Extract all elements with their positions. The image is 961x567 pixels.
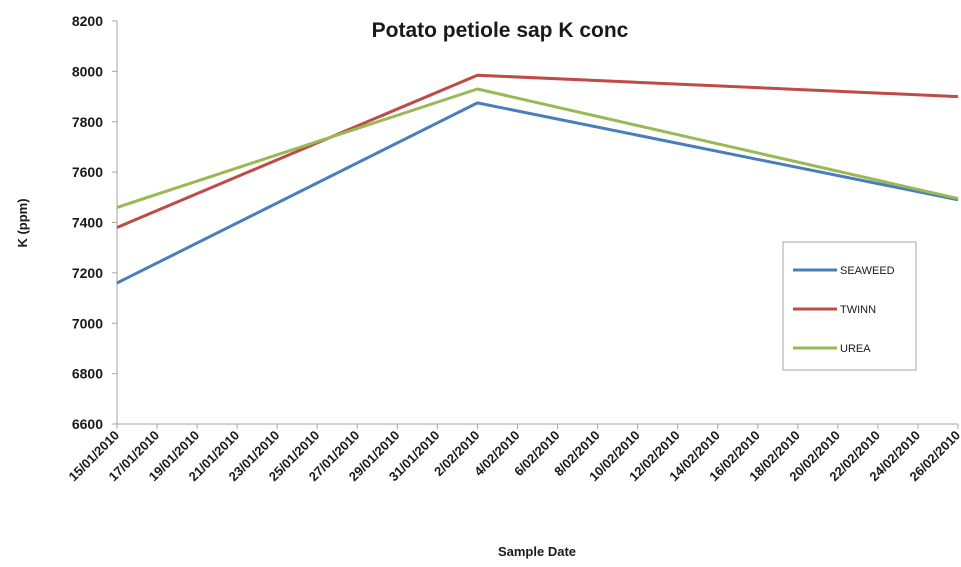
y-axis-title: K (ppm) [15, 198, 30, 247]
x-axis-ticks: 15/01/201017/01/201019/01/201021/01/2010… [65, 424, 961, 484]
series-line-seaweed [116, 101, 959, 285]
y-tick-label: 8200 [72, 13, 103, 29]
chart-title: Potato petiole sap K conc [372, 19, 629, 42]
y-tick-label: 7600 [72, 164, 103, 180]
legend-label-urea: UREA [840, 343, 871, 355]
y-tick-label: 6800 [72, 366, 103, 382]
legend: SEAWEED TWINN UREA [782, 241, 917, 371]
legend-label-seaweed: SEAWEED [840, 265, 895, 277]
y-tick-label: 6600 [72, 416, 103, 432]
legend-label-twinn: TWINN [840, 304, 876, 316]
x-axis-title: Sample Date [498, 544, 576, 559]
y-tick-label: 7200 [72, 265, 103, 281]
y-tick-label: 7800 [72, 114, 103, 130]
series-line-twinn [116, 73, 959, 229]
y-tick-label: 7400 [72, 215, 103, 231]
series-line-urea [116, 87, 959, 209]
y-tick-label: 8000 [72, 63, 103, 79]
series-lines [116, 73, 959, 285]
y-axis-ticks: 6600 6800 7000 7200 7400 7600 7800 8000 8200 [72, 13, 117, 432]
y-tick-label: 7000 [72, 315, 103, 331]
